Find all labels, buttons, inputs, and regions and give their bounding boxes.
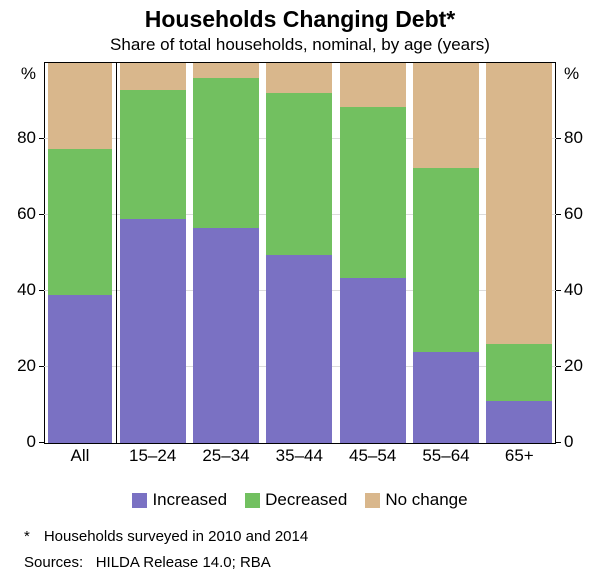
bar-seg-nochange — [486, 63, 552, 344]
y-tick-left: 40 — [0, 280, 36, 300]
y-tick-left: 60 — [0, 204, 36, 224]
bar-seg-increased — [413, 352, 479, 443]
x-label: 25–34 — [189, 446, 262, 466]
bar-group — [486, 63, 552, 443]
bar-seg-decreased — [193, 78, 259, 228]
x-label: 65+ — [483, 446, 556, 466]
bar-seg-increased — [48, 295, 113, 443]
bar-seg-decreased — [120, 90, 186, 219]
bar-seg-decreased — [48, 149, 113, 295]
bar-seg-nochange — [413, 63, 479, 168]
bar-group — [120, 63, 186, 443]
bar-seg-decreased — [340, 107, 406, 278]
bar-seg-nochange — [193, 63, 259, 78]
footnote: * Households surveyed in 2010 and 2014 — [24, 528, 308, 545]
bar-seg-decreased — [413, 168, 479, 352]
legend-swatch — [365, 493, 380, 508]
bar-group — [340, 63, 406, 443]
y-tick-right: 80 — [564, 128, 583, 148]
bar-seg-increased — [266, 255, 332, 443]
bar-seg-decreased — [486, 344, 552, 401]
x-label: 35–44 — [263, 446, 336, 466]
y-tick-right: 20 — [564, 356, 583, 376]
legend-item-nochange: No change — [365, 490, 467, 510]
chart-container: Households Changing Debt* Share of total… — [0, 0, 600, 583]
sources-label: Sources: — [24, 554, 83, 571]
legend-item-increased: Increased — [132, 490, 227, 510]
bar-group — [413, 63, 479, 443]
bar-seg-nochange — [340, 63, 406, 107]
bar-group — [266, 63, 332, 443]
bar-seg-nochange — [120, 63, 186, 90]
sources-text: HILDA Release 14.0; RBA — [96, 554, 271, 571]
bar-seg-increased — [120, 219, 186, 443]
bar-seg-nochange — [48, 63, 113, 149]
bar-seg-decreased — [266, 93, 332, 255]
chart-title: Households Changing Debt* — [0, 6, 600, 33]
bar-seg-increased — [486, 401, 552, 443]
y-tick-left: 0 — [0, 432, 36, 452]
x-label: All — [44, 446, 116, 466]
x-label: 55–64 — [409, 446, 482, 466]
footnote-text: Households surveyed in 2010 and 2014 — [44, 528, 308, 545]
y-tick-left: 20 — [0, 356, 36, 376]
footnote-marker: * — [24, 528, 30, 545]
y-unit-right: % — [564, 64, 579, 84]
legend-label: Increased — [152, 490, 227, 510]
legend: Increased Decreased No change — [0, 490, 600, 510]
legend-item-decreased: Decreased — [245, 490, 347, 510]
bar-seg-nochange — [266, 63, 332, 93]
y-tick-right: 0 — [564, 432, 573, 452]
bar-seg-increased — [193, 228, 259, 443]
sources: Sources: HILDA Release 14.0; RBA — [24, 554, 271, 571]
legend-label: No change — [385, 490, 467, 510]
y-tick-left: 80 — [0, 128, 36, 148]
chart-subtitle: Share of total households, nominal, by a… — [0, 35, 600, 55]
legend-swatch — [245, 493, 260, 508]
legend-swatch — [132, 493, 147, 508]
x-label: 45–54 — [336, 446, 409, 466]
y-unit-left: % — [0, 64, 36, 84]
y-tick-right: 60 — [564, 204, 583, 224]
legend-label: Decreased — [265, 490, 347, 510]
bar-seg-increased — [340, 278, 406, 443]
bar-group — [193, 63, 259, 443]
bar-group — [48, 63, 113, 443]
x-label: 15–24 — [116, 446, 189, 466]
y-tick-right: 40 — [564, 280, 583, 300]
plot-area — [44, 62, 556, 444]
